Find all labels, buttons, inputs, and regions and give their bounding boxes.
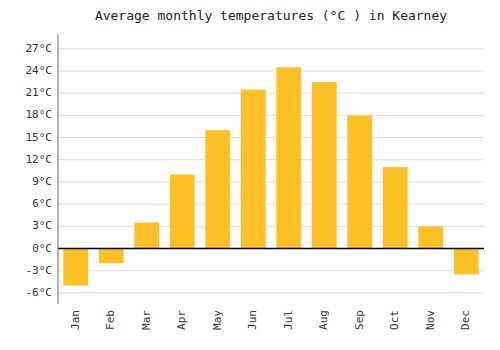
grid-line <box>58 181 484 182</box>
grid-line <box>58 115 484 116</box>
grid-line <box>58 70 484 71</box>
bars <box>63 67 478 285</box>
y-tick-label: 6°C <box>32 197 52 210</box>
y-tick-label: 21°C <box>26 86 53 99</box>
x-tick-label: May <box>211 310 224 330</box>
x-tick-label: Oct <box>388 310 401 330</box>
y-tick-label: 24°C <box>26 64 53 77</box>
chart-container: -6°C -3°C 0°C 3°C 6°C 9°C 12°C 15°C 18°C 21°C 24°C… <box>0 0 500 350</box>
y-tick-label: 9°C <box>32 175 52 188</box>
grid-line <box>58 48 484 49</box>
y-tick-label: 18°C <box>26 108 53 121</box>
y-tick-label: 3°C <box>32 219 52 232</box>
bar <box>63 249 88 286</box>
x-tick-label: Jan <box>69 310 82 330</box>
bar <box>454 249 479 275</box>
bar <box>134 223 159 249</box>
bar <box>347 115 372 248</box>
x-tick-label: Sep <box>353 310 366 330</box>
bar <box>205 130 230 248</box>
title: Average monthly temperatures (°C ) in Ke… <box>95 8 447 23</box>
x-tick-label: Feb <box>104 310 117 330</box>
grid <box>58 49 484 293</box>
bar <box>383 167 408 248</box>
x-tick-label: Mar <box>140 310 153 330</box>
grid-line <box>58 137 484 138</box>
bar <box>276 67 301 248</box>
x-tick-label: Apr <box>175 310 188 330</box>
bar <box>312 82 337 248</box>
x-tick-label: Jul <box>282 310 295 330</box>
bar <box>241 89 266 248</box>
grid-line <box>58 248 484 249</box>
grid-line <box>58 292 484 293</box>
bar <box>170 175 195 249</box>
y-ticks: -6°C -3°C 0°C 3°C 6°C 9°C 12°C 15°C 18°C 21°C 24°C… <box>26 42 53 299</box>
x-tick-label: Dec <box>459 310 472 330</box>
y-tick-label: 27°C <box>26 42 53 55</box>
x-ticks: Jan Feb Mar Apr May Jun Jul Aug Sep Oct Nov Dec <box>69 310 473 330</box>
grid-line <box>58 204 484 205</box>
y-tick-label: -3°C <box>26 264 53 277</box>
x-tick-label: Jun <box>246 310 259 330</box>
grid-line <box>58 93 484 94</box>
y-tick-label: -6°C <box>26 286 53 299</box>
y-tick-label: 0°C <box>32 242 52 255</box>
bar <box>418 226 443 248</box>
y-tick-label: 15°C <box>26 131 53 144</box>
grid-line <box>58 270 484 271</box>
zero-line <box>58 248 484 250</box>
x-tick-label: Nov <box>424 310 437 330</box>
y-axis-line <box>58 34 59 304</box>
chart: -6°C -3°C 0°C 3°C 6°C 9°C 12°C 15°C 18°C 21°C 24°C… <box>0 0 500 350</box>
x-tick-label: Aug <box>317 310 330 330</box>
y-tick-label: 12°C <box>26 153 53 166</box>
grid-line <box>58 159 484 160</box>
bar <box>99 249 124 264</box>
